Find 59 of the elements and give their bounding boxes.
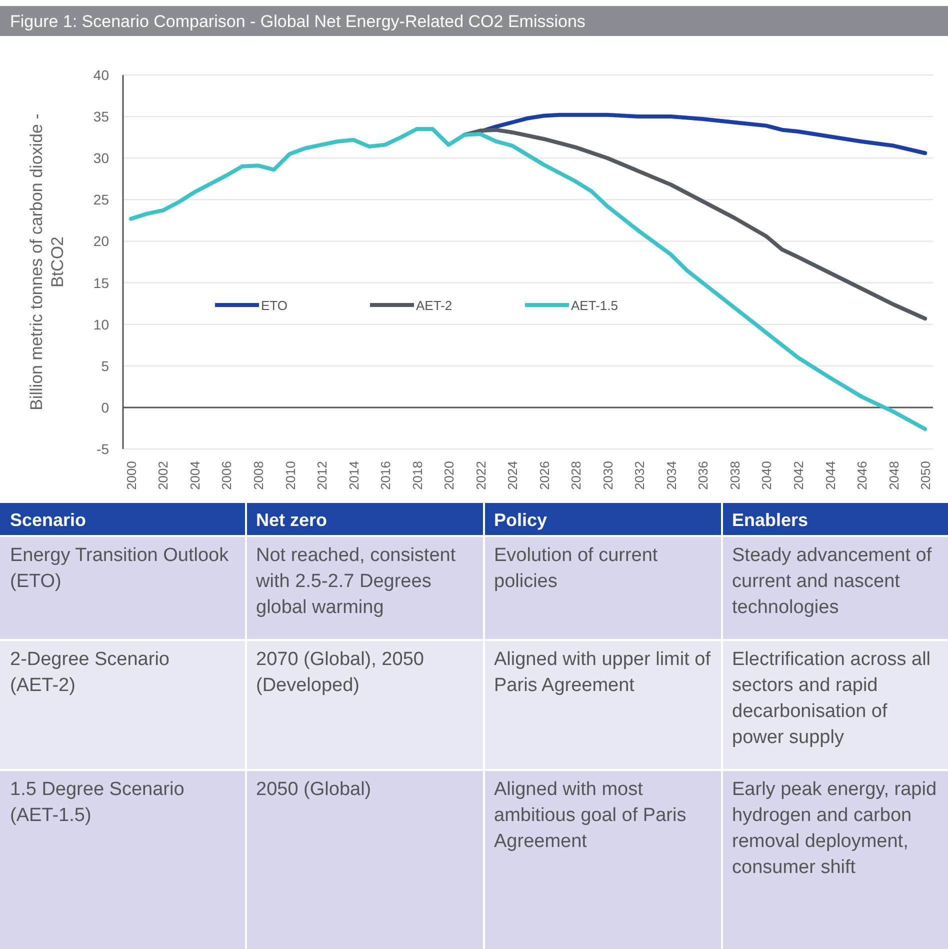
- legend-label: ETO: [261, 298, 288, 313]
- x-tick-label: 2014: [346, 461, 362, 490]
- x-tick-label: 2050: [918, 461, 934, 490]
- x-tick-label: 2006: [219, 461, 234, 490]
- y-tick-label: 20: [93, 233, 110, 250]
- x-tick-label: 2012: [314, 461, 330, 490]
- category-label: Net zero: [256, 510, 328, 530]
- text: Aligned with upper limit of Paris Agreement: [494, 649, 710, 696]
- y-tick-label: -5: [96, 441, 110, 457]
- x-tick-label: 2036: [696, 461, 711, 490]
- text: Steady advancement of current and nascent technologies: [732, 545, 932, 618]
- x-tick-label: 2028: [568, 461, 584, 490]
- x-tick-label: 2044: [822, 461, 838, 490]
- y-tick-label: 0: [101, 399, 110, 416]
- text: Evolution of current policies: [494, 545, 658, 592]
- y-axis-title: Billion metric tonnes of carbon dioxide - BtCO2: [27, 114, 67, 410]
- x-tick-label: 2018: [410, 461, 425, 490]
- x-tick-label: 2042: [791, 461, 806, 490]
- x-tick-label: 2020: [442, 461, 457, 490]
- x-tick-label: 2046: [854, 461, 870, 490]
- x-tick-label: 2040: [759, 461, 774, 490]
- line-series: [462, 128, 928, 321]
- y-tick-label: 25: [93, 192, 110, 208]
- chart-title: Figure 1: Scenario Comparison - Global Net Energy-Related CO2 Emissions: [10, 12, 586, 31]
- x-tick-label: 2026: [536, 461, 552, 490]
- text: Energy Transition Outlook (ETO): [10, 545, 229, 592]
- text: 2070 (Global), 2050 (Developed): [256, 649, 424, 696]
- x-tick-label: 2004: [187, 461, 202, 490]
- x-tick-label: 2000: [124, 461, 139, 490]
- legend-label: AET-2: [416, 298, 452, 313]
- y-tick-label: 30: [93, 150, 110, 166]
- x-tick-label: 2034: [664, 461, 679, 490]
- text: 2-Degree Scenario (AET-2): [10, 649, 170, 696]
- text: Not reached, consistent with 2.5-2.7 Degrees global warming: [256, 545, 456, 618]
- y-tick-label: 15: [93, 274, 110, 291]
- text: 1.5 Degree Scenario (AET-1.5): [10, 779, 184, 826]
- y-tick-label: 40: [93, 67, 110, 83]
- x-tick-label: 2048: [886, 461, 902, 490]
- x-tick-label: 2024: [505, 461, 520, 490]
- x-tick-label: 2002: [156, 461, 171, 490]
- x-tick-label: 2016: [378, 461, 394, 490]
- line-series: [128, 127, 928, 432]
- x-tick-label: 2038: [727, 461, 742, 490]
- text: Early peak energy, rapid hydrogen and carbon removal deployment, consumer shift: [732, 779, 937, 878]
- category-label: Policy: [494, 510, 548, 530]
- y-tick-label: 5: [101, 358, 110, 374]
- legend-label: AET-1.5: [571, 298, 618, 313]
- text: 2050 (Global): [256, 779, 372, 800]
- x-tick-label: 2022: [473, 461, 488, 490]
- text: Aligned with most ambitious goal of Paris Agreement: [494, 779, 686, 852]
- y-tick-label: 35: [93, 108, 110, 125]
- y-tick-label: 10: [93, 316, 110, 332]
- x-tick-label: 2030: [600, 461, 616, 490]
- x-tick-label: 2008: [251, 461, 266, 490]
- category-label: Scenario: [10, 510, 86, 530]
- text: Electrification across all sectors and rapid decarbonisation of power supply: [732, 649, 931, 748]
- x-tick-label: 2010: [282, 461, 298, 490]
- x-tick-label: 2032: [632, 461, 648, 490]
- category-label: Enablers: [732, 510, 808, 530]
